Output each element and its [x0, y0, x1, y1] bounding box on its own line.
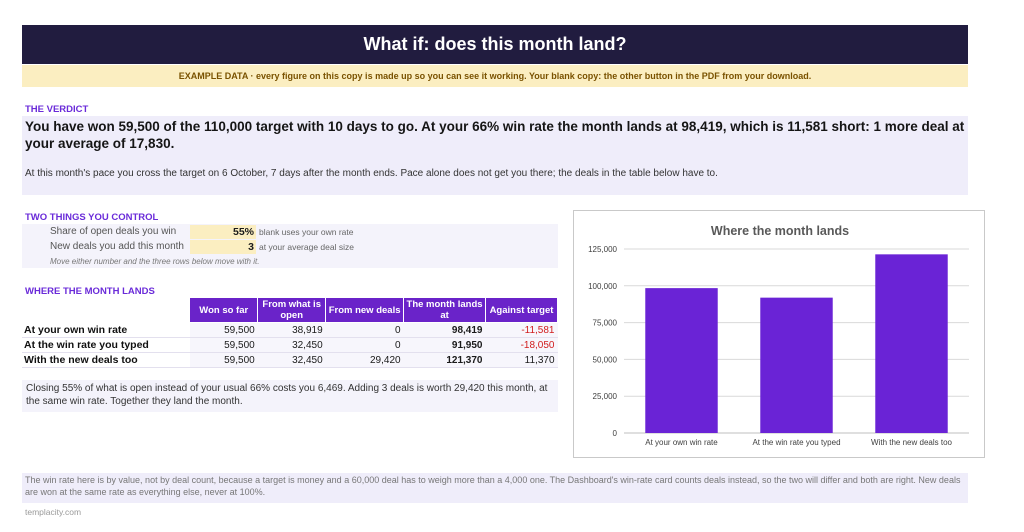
verdict-detail: At this month's pace you cross the targe…: [25, 168, 718, 179]
new-deals-input[interactable]: 3: [190, 240, 256, 254]
cell-new: 0: [325, 337, 404, 353]
row-label: With the new deals too: [22, 352, 190, 368]
cell-lands-at: 98,419: [403, 322, 486, 338]
verdict-label: THE VERDICT: [25, 104, 89, 115]
controls-panel: [22, 224, 558, 268]
footer-note: The win rate here is by value, not by de…: [25, 475, 961, 497]
chart-y-tick-label: 0: [613, 429, 618, 438]
controls-hint: Move either number and the three rows be…: [50, 257, 260, 266]
lands-label: WHERE THE MONTH LANDS: [25, 286, 155, 297]
lands-header-blank: [22, 297, 190, 323]
chart-x-category-label: With the new deals too: [871, 438, 952, 447]
lands-table: Won so far From what is open From new de…: [22, 297, 558, 368]
brand-mark: templacity.com: [25, 507, 82, 517]
chart-y-tick-label: 25,000: [593, 392, 618, 401]
chart-y-tick-label: 50,000: [593, 355, 618, 364]
example-data-banner: EXAMPLE DATA · every figure on this copy…: [22, 65, 968, 87]
cell-open: 32,450: [257, 352, 326, 368]
closing-panel: [22, 380, 558, 412]
chart-bar: [760, 297, 833, 433]
chart-bar: [875, 254, 948, 433]
new-deals-note: at your average deal size: [259, 242, 354, 252]
controls-label: TWO THINGS YOU CONTROL: [25, 212, 159, 223]
win-share-label: Share of open deals you win: [50, 226, 177, 237]
cell-against-target: -18,050: [485, 337, 558, 353]
cell-won: 59,500: [189, 337, 258, 353]
page-title: What if: does this month land?: [22, 25, 968, 64]
landing-chart: Where the month lands 0 25,000 50,000 75,00…: [573, 210, 985, 458]
lands-header-row: Won so far From what is open From new de…: [22, 297, 558, 323]
lands-header-lands-at: The month lands at: [403, 297, 486, 323]
table-row: At your own win rate 59,500 38,919 0 98,…: [22, 322, 558, 338]
win-share-note: blank uses your own rate: [259, 227, 354, 237]
row-label: At the win rate you typed: [22, 337, 190, 353]
new-deals-label: New deals you add this month: [50, 241, 184, 252]
cell-new: 29,420: [325, 352, 404, 368]
cell-open: 32,450: [257, 337, 326, 353]
row-label: At your own win rate: [22, 322, 190, 338]
closing-summary: Closing 55% of what is open instead of y…: [26, 383, 548, 407]
cell-lands-at: 91,950: [403, 337, 486, 353]
chart-y-tick-label: 100,000: [588, 282, 617, 291]
lands-header-new: From new deals: [325, 297, 405, 323]
cell-new: 0: [325, 322, 404, 338]
lands-header-won: Won so far: [189, 297, 259, 323]
chart-y-tick-label: 125,000: [588, 245, 617, 254]
cell-won: 59,500: [189, 322, 258, 338]
chart-bar: [645, 288, 718, 433]
chart-x-category-label: At the win rate you typed: [752, 438, 840, 447]
cell-lands-at: 121,370: [403, 352, 486, 368]
cell-open: 38,919: [257, 322, 326, 338]
footer-panel: [22, 473, 968, 503]
verdict-panel: [22, 116, 968, 195]
verdict-summary: You have won 59,500 of the 110,000 targe…: [25, 119, 965, 151]
chart-title: Where the month lands: [711, 224, 849, 238]
table-row: At the win rate you typed 59,500 32,450 …: [22, 337, 558, 353]
cell-won: 59,500: [189, 352, 258, 368]
cell-against-target: 11,370: [485, 352, 558, 368]
chart-y-tick-label: 75,000: [593, 319, 618, 328]
lands-header-target: Against target: [485, 297, 558, 323]
table-row: With the new deals too 59,500 32,450 29,…: [22, 352, 558, 368]
landing-chart-svg: Where the month lands 0 25,000 50,000 75,00…: [588, 224, 969, 447]
chart-x-category-label: At your own win rate: [645, 438, 718, 447]
cell-against-target: -11,581: [485, 322, 558, 338]
win-share-input[interactable]: 55%: [190, 225, 256, 239]
lands-header-open: From what is open: [257, 297, 327, 323]
